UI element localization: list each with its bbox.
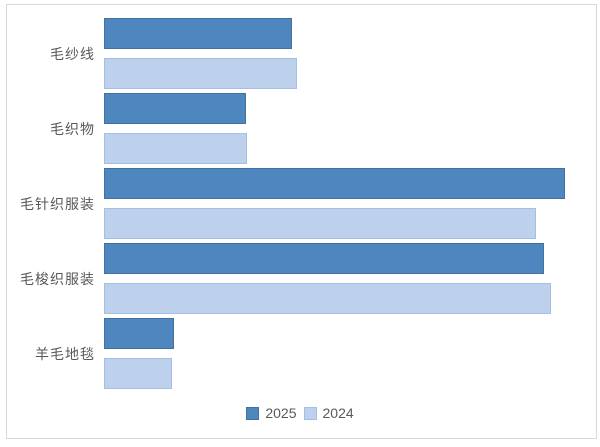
category-group-maosuozhifuzhuang: 毛梭织服装: [20, 243, 596, 314]
category-label: 毛织物: [50, 120, 95, 137]
category-label: 羊毛地毯: [35, 345, 95, 362]
category-label: 毛梭织服装: [20, 270, 95, 287]
bar-2025: [104, 168, 565, 199]
category-group-maozhiwu: 毛织物: [50, 93, 596, 164]
category-label: 毛针织服装: [20, 195, 95, 212]
category-label: 毛纱线: [50, 45, 95, 62]
category-group-yangmaoditan: 羊毛地毯: [35, 318, 596, 389]
bar-2024: [104, 133, 247, 164]
legend: 2025 2024: [0, 405, 600, 421]
plot-area: 毛纱线 毛织物 毛针织服装 毛梭织服装 羊毛地毯: [7, 5, 596, 438]
bar-2025: [104, 18, 292, 49]
bar-2024: [104, 208, 536, 239]
legend-item-2024: 2024: [303, 405, 354, 421]
legend-swatch-2025: [246, 406, 260, 420]
legend-swatch-2024: [303, 406, 317, 420]
category-group-maoshaxian: 毛纱线: [50, 18, 596, 89]
bar-2024: [104, 58, 297, 89]
bar-2025: [104, 318, 174, 349]
bar-2025: [104, 243, 544, 274]
category-group-maozhenzhifuzhuang: 毛针织服装: [20, 168, 596, 239]
bar-2024: [104, 283, 551, 314]
legend-label-2024: 2024: [322, 405, 354, 421]
bar-2025: [104, 93, 246, 124]
legend-item-2025: 2025: [246, 405, 297, 421]
chart-frame: 毛纱线 毛织物 毛针织服装 毛梭织服装 羊毛地毯: [6, 4, 597, 439]
bar-2024: [104, 358, 172, 389]
legend-label-2025: 2025: [265, 405, 297, 421]
